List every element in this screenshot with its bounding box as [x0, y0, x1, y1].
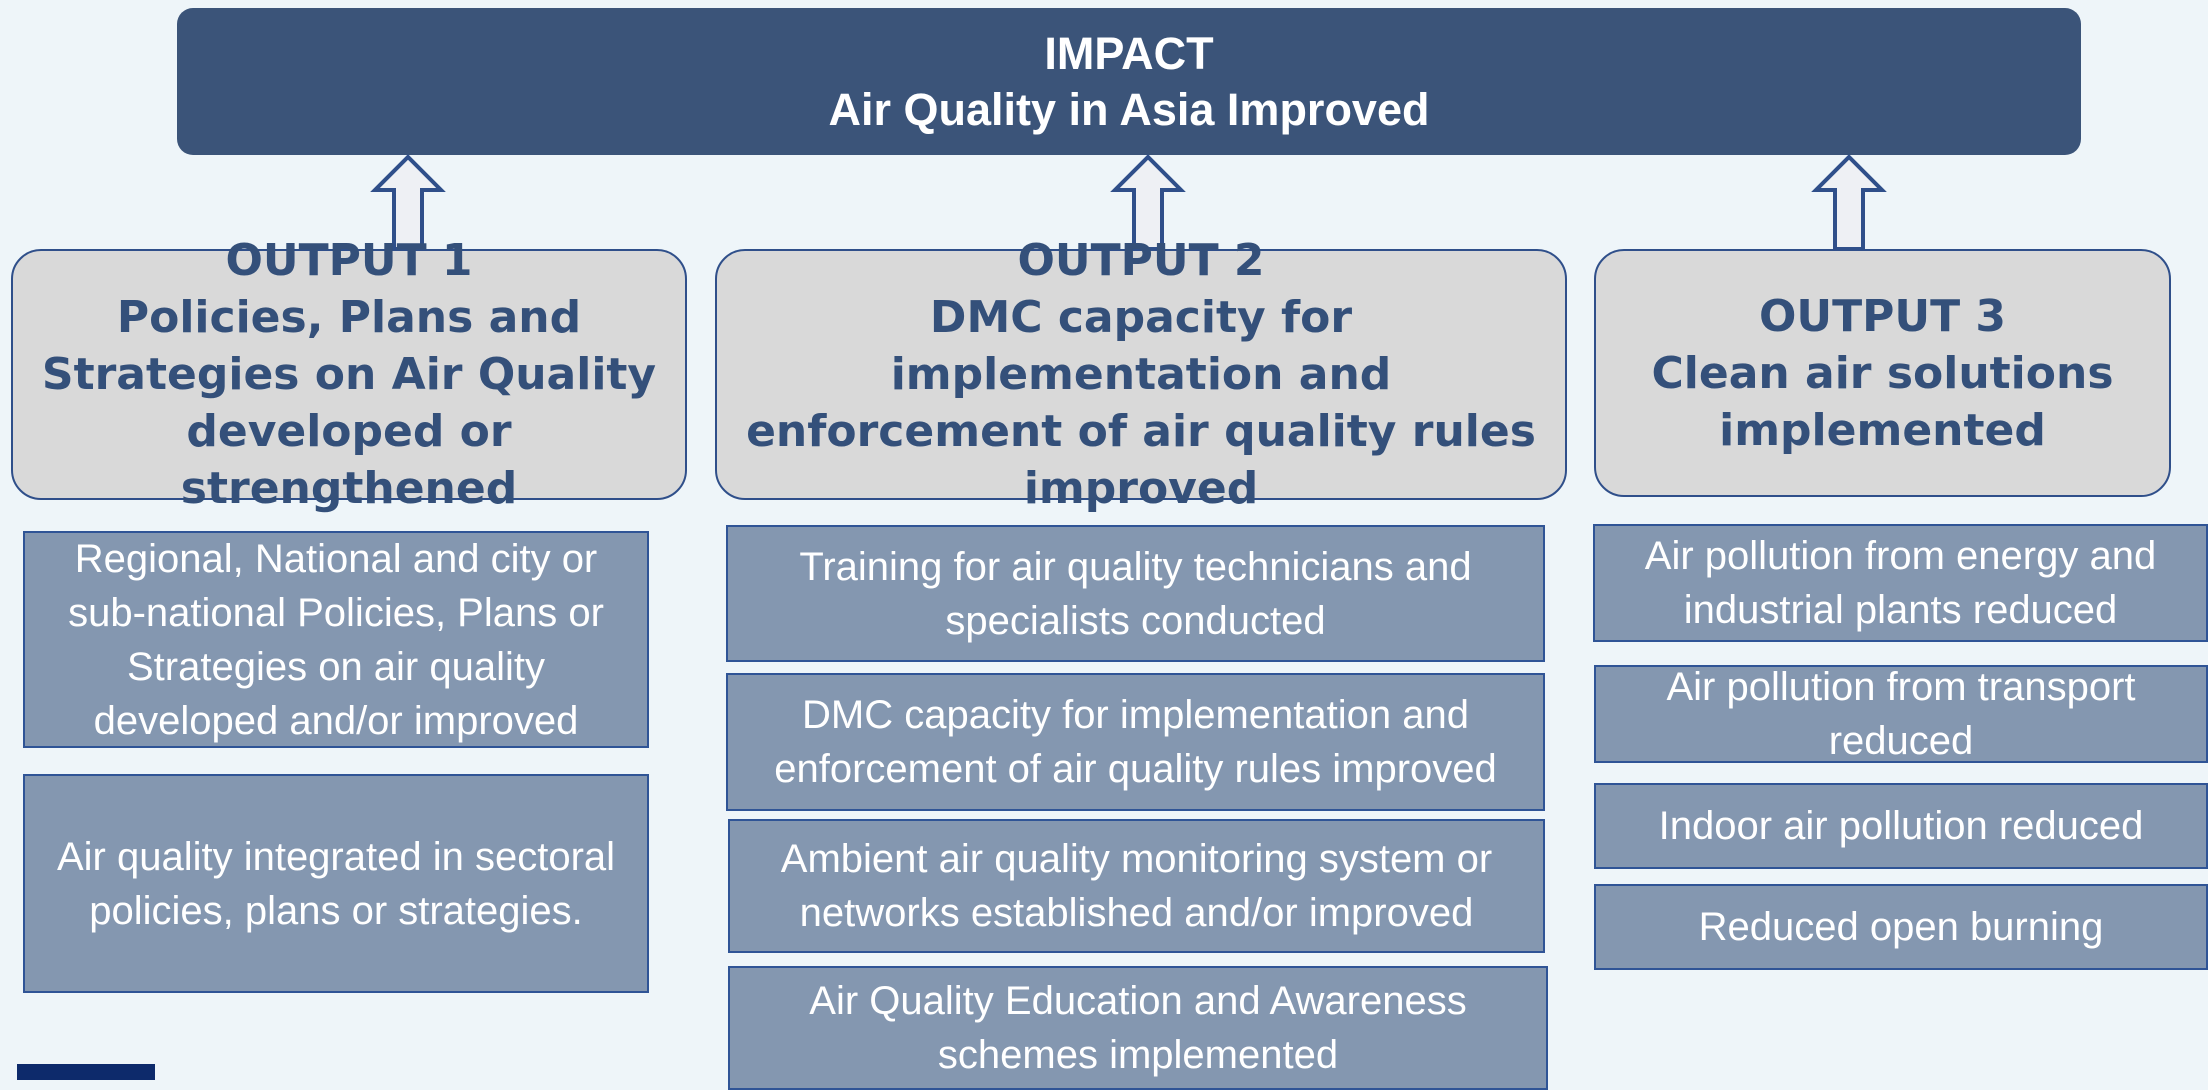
arrows — [0, 0, 2208, 260]
logo — [17, 1064, 155, 1080]
activity-box: Regional, National and city or sub-natio… — [23, 531, 649, 748]
output-text: DMC capacity for implementation and enfo… — [735, 289, 1547, 517]
output-label: OUTPUT 1 — [225, 232, 472, 289]
activity-box: Air quality integrated in sectoral polic… — [23, 774, 649, 993]
activity-box: DMC capacity for implementation and enfo… — [726, 673, 1545, 811]
output-label: OUTPUT 3 — [1759, 288, 2006, 345]
output-label: OUTPUT 2 — [1017, 232, 1264, 289]
activity-box: Indoor air pollution reduced — [1594, 783, 2208, 869]
activity-box: Training for air quality technicians and… — [726, 525, 1545, 662]
activity-box: Reduced open burning — [1594, 884, 2208, 970]
activity-box: Air pollution from transport reduced — [1594, 665, 2208, 763]
output-text: Clean air solutions implemented — [1614, 345, 2151, 459]
output-text: Policies, Plans and Strategies on Air Qu… — [31, 289, 667, 517]
page: IMPACT Air Quality in Asia Improved (() … — [0, 0, 2208, 1080]
activity-box: Air Quality Education and Awareness sche… — [728, 966, 1548, 1090]
activity-box: Air pollution from energy and industrial… — [1593, 524, 2208, 642]
arrow — [1816, 157, 1882, 249]
activity-box: Ambient air quality monitoring system or… — [728, 819, 1545, 953]
